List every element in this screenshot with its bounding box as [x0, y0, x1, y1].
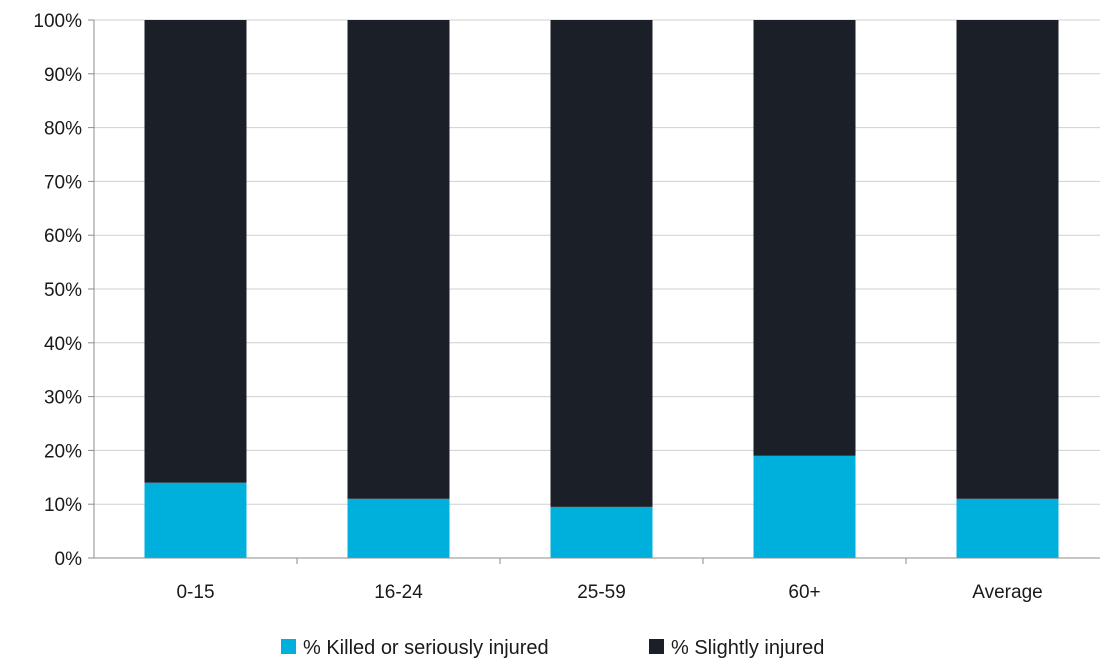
- x-tick-label: 25-59: [577, 582, 626, 603]
- bar-segment-killed-or-seriously-injured: [753, 455, 856, 558]
- y-tick-label: 70%: [44, 172, 82, 193]
- bar-segment-slightly-injured: [347, 20, 450, 499]
- legend: % Killed or seriously injured % Slightly …: [281, 637, 824, 659]
- y-tick-label: 90%: [44, 65, 82, 86]
- x-axis-ticks: 0-15 16-24 25-59 60+ Average: [176, 582, 1042, 603]
- y-tick-label: 100%: [33, 11, 82, 32]
- bar-segment-slightly-injured: [144, 20, 247, 483]
- bar-segment-killed-or-seriously-injured: [550, 506, 653, 558]
- bar-segment-killed-or-seriously-injured: [144, 482, 247, 558]
- y-tick-label: 40%: [44, 334, 82, 355]
- y-tick-label: 50%: [44, 280, 82, 301]
- axes: [88, 19, 1100, 564]
- legend-label-slightly-injured: % Slightly injured: [671, 637, 824, 659]
- legend-swatch-killed-or-seriously-injured: [281, 639, 296, 654]
- y-axis-ticks: 0% 10% 20% 30% 40% 50% 60% 70% 80% 90% 100%: [33, 11, 82, 570]
- y-tick-label: 0%: [55, 549, 83, 570]
- bars: [144, 20, 1059, 558]
- bar-segment-slightly-injured: [753, 20, 856, 456]
- y-tick-label: 60%: [44, 226, 82, 247]
- x-tick-label: 60+: [788, 582, 820, 603]
- x-tick-label: 16-24: [374, 582, 423, 603]
- bar-segment-slightly-injured: [550, 20, 653, 507]
- bar-segment-slightly-injured: [956, 20, 1059, 499]
- legend-label-killed-or-seriously-injured: % Killed or seriously injured: [303, 637, 549, 659]
- y-tick-label: 80%: [44, 119, 82, 140]
- legend-swatch-slightly-injured: [649, 639, 664, 654]
- bar-segment-killed-or-seriously-injured: [956, 498, 1059, 558]
- bar-segment-killed-or-seriously-injured: [347, 498, 450, 558]
- y-tick-label: 20%: [44, 441, 82, 462]
- y-tick-label: 10%: [44, 495, 82, 516]
- x-tick-label: 0-15: [176, 582, 214, 603]
- x-tick-label: Average: [972, 582, 1042, 603]
- y-tick-label: 30%: [44, 388, 82, 409]
